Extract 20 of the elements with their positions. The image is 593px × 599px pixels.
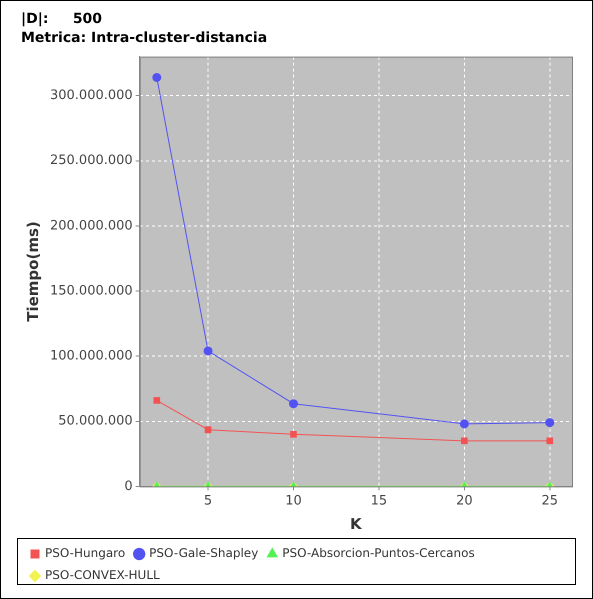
y-tick-label: 250.000.000	[50, 153, 133, 168]
chart-subtitle: Metrica: Intra-cluster-distancia	[21, 30, 268, 46]
x-tick-label: 10	[285, 494, 302, 509]
x-tick-label: 5	[204, 494, 212, 509]
x-tick-label: 20	[456, 494, 473, 509]
y-tick-label: 50.000.000	[58, 414, 133, 429]
legend-label: PSO-CONVEX-HULL	[45, 568, 160, 582]
y-tick-label: 300.000.000	[50, 88, 133, 104]
x-tick-label: 15	[370, 494, 388, 509]
x-axis-title: K	[350, 514, 364, 533]
y-tick-label: 100.000.000	[50, 348, 133, 364]
x-tick-label: 25	[542, 494, 558, 509]
chart-title: |D|: 500	[21, 11, 102, 28]
legend-label: PSO-Absorcion-Puntos-Cercanos	[282, 546, 475, 560]
y-tick-label: 200.000.000	[50, 218, 133, 234]
legend-label: PSO-Hungaro	[45, 546, 126, 560]
y-axis-title: Tiempo(ms)	[24, 221, 42, 322]
legend-label: PSO-Gale-Shapley	[149, 546, 258, 560]
y-tick-label: 0	[124, 478, 133, 494]
y-tick-label: 150.000.000	[50, 283, 133, 298]
